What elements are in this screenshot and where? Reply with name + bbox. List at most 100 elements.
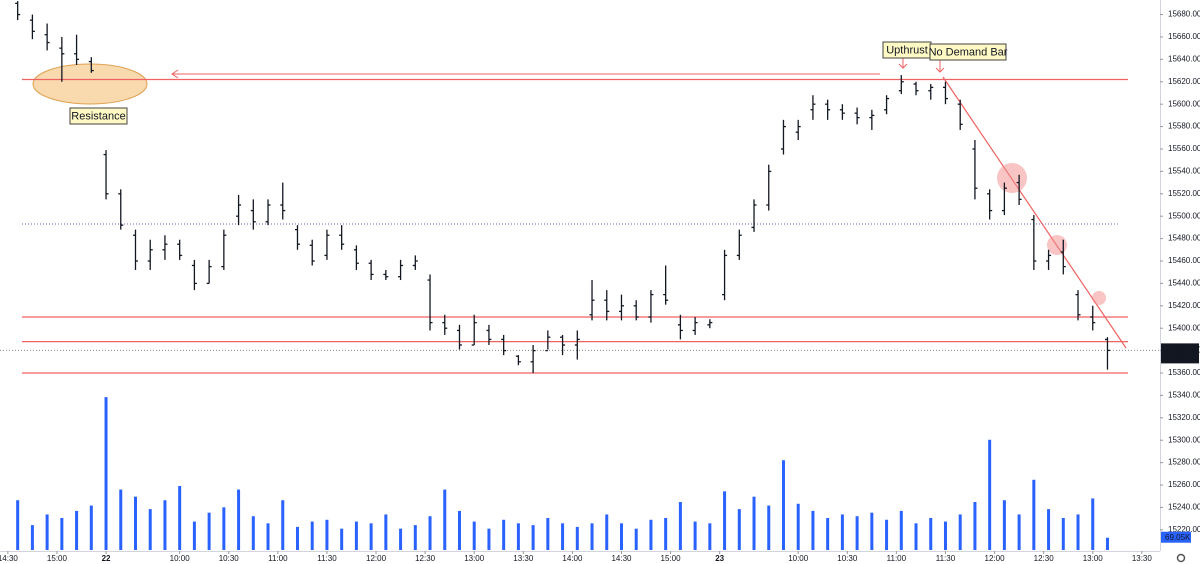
price-label: 15380.20 <box>1166 344 1200 353</box>
x-tick-label: 12:30 <box>1034 554 1055 563</box>
volume-bar <box>1061 518 1065 550</box>
arrow-head <box>935 67 945 73</box>
arrow-head <box>898 63 908 69</box>
x-tick-label: 12:00 <box>985 554 1006 563</box>
volume-bar <box>133 496 137 550</box>
volume-bar <box>60 518 64 550</box>
volume-bar <box>840 514 844 550</box>
volume-bar <box>354 521 358 550</box>
x-tick-label: 11:00 <box>268 554 288 563</box>
y-tick-label: 15520.00 <box>1168 189 1200 198</box>
volume-bar <box>163 500 167 550</box>
volume-bar <box>237 489 241 550</box>
volume-bar <box>516 523 520 550</box>
volume-bar <box>457 510 461 550</box>
volume-bar <box>178 486 182 550</box>
volume-bar <box>590 523 594 550</box>
volume-bar <box>693 521 697 550</box>
annotation: No Demand Bar <box>929 46 1008 58</box>
volume-bar <box>310 521 314 550</box>
highlight <box>1092 291 1106 305</box>
gear[interactable] <box>1176 553 1186 563</box>
y-tick-label: 15560.00 <box>1168 144 1200 153</box>
y-tick-label: 15480.00 <box>1168 234 1200 243</box>
volume-bar <box>561 523 565 550</box>
x-tick-label: 13:30 <box>1132 554 1153 563</box>
volume-bar <box>973 502 977 550</box>
volume-bar <box>1032 479 1036 550</box>
volume-bar <box>251 516 255 550</box>
x-tick-label: 11:30 <box>936 554 956 563</box>
y-tick-label: 15620.00 <box>1168 77 1200 86</box>
volume-bar <box>752 496 756 550</box>
volume-bar <box>1047 509 1051 550</box>
volume-label-box <box>1161 531 1191 543</box>
x-tick-label: 11:00 <box>887 554 907 563</box>
volume-bar <box>104 397 108 550</box>
label-box <box>69 107 128 125</box>
volume-pane <box>16 397 1109 550</box>
volume-bar <box>958 514 962 550</box>
highlight <box>997 163 1027 193</box>
volume-bar <box>1091 498 1095 550</box>
y-tick-label: 15220.00 <box>1168 525 1200 534</box>
y-tick-label: 15340.00 <box>1168 391 1200 400</box>
volume-bar <box>1105 537 1109 550</box>
x-tick-label: 10:30 <box>219 554 240 563</box>
highlight <box>1047 235 1067 255</box>
volume-bar <box>855 516 859 550</box>
volume-bar <box>664 518 668 550</box>
x-tick-label: 22 <box>102 554 111 563</box>
volume-bar <box>737 509 741 550</box>
x-tick-label: 15:00 <box>661 554 682 563</box>
volume-bar <box>413 525 417 550</box>
y-tick-label: 15500.00 <box>1168 211 1200 220</box>
volume-bar <box>649 519 653 550</box>
volume-bar <box>295 526 299 550</box>
settings-icon[interactable] <box>1176 553 1186 563</box>
annotation: Upthrust <box>886 44 928 56</box>
volume-label: 69.05K <box>1165 533 1191 542</box>
arrow-head <box>171 69 179 79</box>
volume-bar <box>678 502 682 550</box>
x-tick-label: 13:00 <box>464 554 485 563</box>
volume-bar <box>325 519 329 550</box>
volume-bar <box>929 518 933 550</box>
y-tick-label: 15300.00 <box>1168 435 1200 444</box>
volume-bar <box>575 526 579 550</box>
volume-bar <box>899 510 903 550</box>
volume-bar <box>796 503 800 550</box>
volume-bar <box>781 460 785 550</box>
volume-bar <box>369 523 373 550</box>
volume-bar <box>443 489 447 550</box>
volume-bar <box>1002 500 1006 550</box>
volume-bar <box>281 500 285 550</box>
x-tick-label: 13:30 <box>513 554 534 563</box>
volume-bar <box>885 519 889 550</box>
y-tick-label: 15680.00 <box>1168 10 1200 19</box>
countdown: 02:01 <box>1166 353 1187 362</box>
volume-bar <box>605 514 609 550</box>
volume-bar <box>148 509 152 550</box>
volume-bar <box>340 528 344 550</box>
price-label-box <box>1161 343 1199 364</box>
volume-bar <box>619 523 623 550</box>
y-tick-label: 15640.00 <box>1168 54 1200 63</box>
volume-bar <box>546 518 550 550</box>
y-tick-label: 15580.00 <box>1168 122 1200 131</box>
x-tick-label: 15:00 <box>47 554 68 563</box>
x-tick-label: 13:00 <box>1083 554 1104 563</box>
volume-bar <box>119 489 123 550</box>
x-tick-label: 14:00 <box>562 554 583 563</box>
volume-bar <box>45 514 49 550</box>
volume-bar <box>634 528 638 550</box>
y-tick-label: 15280.00 <box>1168 458 1200 467</box>
y-tick-label: 15660.00 <box>1168 32 1200 41</box>
x-tick-label: 12:30 <box>415 554 436 563</box>
y-tick-label: 15540.00 <box>1168 166 1200 175</box>
resistance-zone <box>32 63 148 105</box>
label-box <box>929 43 1007 61</box>
volume-bar <box>192 521 196 550</box>
